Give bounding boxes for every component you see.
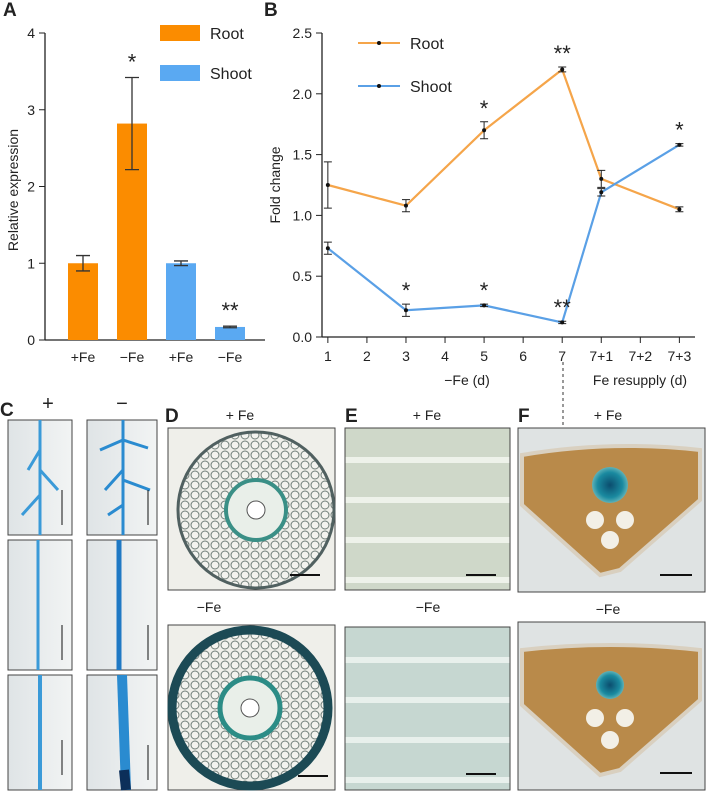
point: [325, 246, 330, 251]
x-tick-label: 5: [480, 348, 488, 364]
point: [560, 67, 565, 72]
x-tick-label: +Fe: [169, 349, 194, 365]
point: [403, 203, 408, 208]
bar: [166, 263, 196, 340]
y-tick-label: 3: [27, 102, 35, 118]
y-tick-label: 2.0: [293, 86, 313, 102]
y-tick-label: 0: [27, 332, 35, 348]
x-tick-label: 6: [519, 348, 527, 364]
point: [325, 183, 330, 187]
legend-label: Shoot: [210, 66, 252, 83]
significance: *: [402, 278, 411, 303]
x-tick-label: 2: [363, 348, 371, 364]
significance: **: [554, 41, 572, 66]
point: [560, 320, 565, 325]
error-bar: [125, 76, 139, 171]
panel-label: −Fe: [596, 601, 621, 617]
error-bar: [223, 325, 237, 329]
point: [677, 142, 682, 147]
x-tick-label: 1: [324, 348, 332, 364]
legend-label: Shoot: [410, 79, 452, 96]
y-tick-label: 1: [27, 255, 35, 271]
legend-marker: [377, 84, 381, 88]
panel-letter: D: [165, 406, 179, 427]
legend-marker: [377, 41, 381, 45]
bar: [68, 263, 98, 340]
point: [677, 207, 682, 212]
y-tick-label: 0.5: [293, 268, 313, 284]
significance: *: [675, 118, 684, 143]
x-tick-label: +Fe: [71, 349, 96, 365]
panel-letter: C: [0, 400, 14, 421]
legend-swatch: [160, 25, 200, 41]
significance: **: [221, 298, 239, 323]
point: [482, 128, 487, 133]
image-d: [167, 427, 336, 791]
x-tick-label: 7: [558, 348, 566, 364]
significance: *: [480, 278, 489, 303]
panel-label: + Fe: [413, 407, 442, 423]
panel-label: −Fe: [197, 599, 222, 615]
point: [482, 303, 487, 308]
significance: **: [554, 295, 572, 320]
legend-swatch: [160, 65, 200, 81]
point: [599, 176, 604, 181]
image-e: [344, 427, 511, 791]
image-c: [7, 419, 158, 791]
panel-letter: E: [345, 406, 358, 427]
panel-letter: A: [3, 0, 17, 21]
panel-label: −: [116, 393, 128, 415]
legend-label: Root: [210, 26, 244, 43]
line: [327, 67, 680, 211]
y-tick-label: 0.0: [293, 329, 313, 345]
x-tick-label: 7+3: [668, 348, 692, 364]
panel-label: + Fe: [226, 407, 255, 423]
x-tick-label: 7+2: [628, 348, 652, 364]
panel-label: +: [42, 393, 54, 415]
significance: *: [480, 96, 489, 121]
x-tick-label: −Fe: [218, 349, 243, 365]
y-axis-label: Fold change: [267, 146, 283, 223]
y-tick-label: 1.5: [293, 147, 313, 163]
legend-label: Root: [410, 36, 444, 53]
error-bar: [76, 254, 90, 272]
y-tick-label: 2.5: [293, 25, 313, 41]
y-tick-label: 2: [27, 179, 35, 195]
panel-label: + Fe: [594, 407, 623, 423]
line: [327, 143, 680, 324]
y-tick-label: 4: [27, 25, 35, 41]
panel-label: −Fe: [416, 599, 441, 615]
y-axis-label: Relative expression: [5, 129, 21, 251]
error-bar: [174, 260, 188, 267]
x-axis-label: −Fe (d): [444, 372, 490, 388]
point: [599, 190, 604, 195]
x-tick-label: 3: [402, 348, 410, 364]
x-tick-label: 7+1: [589, 348, 613, 364]
panel-letter: B: [264, 0, 278, 21]
x-tick-label: −Fe: [120, 349, 145, 365]
y-tick-label: 1.0: [293, 207, 313, 223]
point: [403, 308, 408, 313]
panel-letter: F: [518, 406, 530, 427]
x-axis-label: Fe resupply (d): [593, 372, 687, 388]
x-tick-label: 4: [441, 348, 449, 364]
significance: *: [128, 50, 137, 75]
bar: [215, 326, 245, 340]
image-f: [517, 427, 706, 791]
